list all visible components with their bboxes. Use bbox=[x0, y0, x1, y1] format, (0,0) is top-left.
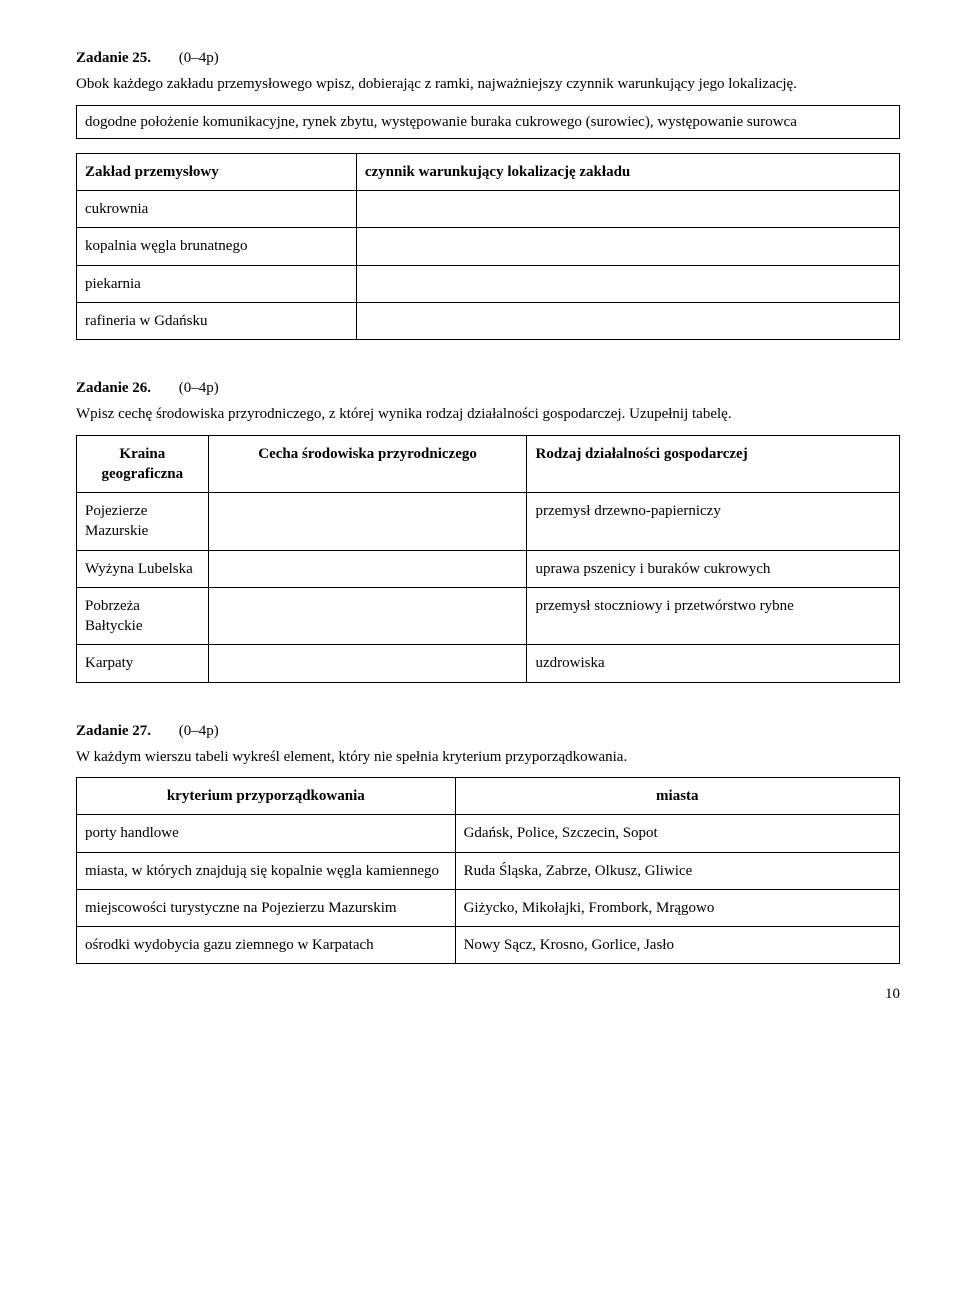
task26-col1-header: Kraina geograficzna bbox=[77, 435, 209, 493]
task27-points: (0–4p) bbox=[179, 723, 219, 739]
task26-col2-header: Cecha środowiska przyrodniczego bbox=[208, 435, 527, 493]
task27-criterion: miejscowości turystyczne na Pojezierzu M… bbox=[77, 889, 456, 926]
task27-criterion: miasta, w których znajdują się kopalnie … bbox=[77, 852, 456, 889]
task27-col1-header: kryterium przyporządkowania bbox=[77, 778, 456, 815]
task26-feature-cell[interactable] bbox=[208, 587, 527, 645]
table-row: Karpaty uzdrowiska bbox=[77, 645, 900, 682]
task26-number: Zadanie 26. bbox=[76, 380, 151, 396]
table-row: miasta, w których znajdują się kopalnie … bbox=[77, 852, 900, 889]
task25-row-answer[interactable] bbox=[356, 265, 899, 302]
table-header-row: Zakład przemysłowy czynnik warunkujący l… bbox=[77, 153, 900, 190]
task25-col1-header: Zakład przemysłowy bbox=[77, 153, 357, 190]
task26-region: Pobrzeża Bałtyckie bbox=[77, 587, 209, 645]
task25-row-label: rafineria w Gdańsku bbox=[77, 302, 357, 339]
task25-row-answer[interactable] bbox=[356, 191, 899, 228]
task27-number: Zadanie 27. bbox=[76, 723, 151, 739]
table-row: Pojezierze Mazurskie przemysł drzewno-pa… bbox=[77, 493, 900, 551]
task26-region: Karpaty bbox=[77, 645, 209, 682]
table-header-row: kryterium przyporządkowania miasta bbox=[77, 778, 900, 815]
task26-table: Kraina geograficzna Cecha środowiska prz… bbox=[76, 435, 900, 683]
task25-heading: Zadanie 25. (0–4p) bbox=[76, 48, 900, 68]
task26-activity: uzdrowiska bbox=[527, 645, 900, 682]
task25-intro: Obok każdego zakładu przemysłowego wpisz… bbox=[76, 74, 900, 94]
page-number: 10 bbox=[76, 984, 900, 1004]
task25-table: Zakład przemysłowy czynnik warunkujący l… bbox=[76, 153, 900, 340]
task25-number: Zadanie 25. bbox=[76, 50, 151, 66]
table-row: porty handlowe Gdańsk, Police, Szczecin,… bbox=[77, 815, 900, 852]
task26-points: (0–4p) bbox=[179, 380, 219, 396]
task26-feature-cell[interactable] bbox=[208, 550, 527, 587]
task27-table: kryterium przyporządkowania miasta porty… bbox=[76, 777, 900, 964]
table-row: Pobrzeża Bałtyckie przemysł stoczniowy i… bbox=[77, 587, 900, 645]
task27-criterion: ośrodki wydobycia gazu ziemnego w Karpat… bbox=[77, 927, 456, 964]
table-row: rafineria w Gdańsku bbox=[77, 302, 900, 339]
task26-region: Pojezierze Mazurskie bbox=[77, 493, 209, 551]
task27-cities: Gdańsk, Police, Szczecin, Sopot bbox=[455, 815, 899, 852]
task27-col2-header: miasta bbox=[455, 778, 899, 815]
task25-points: (0–4p) bbox=[179, 50, 219, 66]
task27-criterion: porty handlowe bbox=[77, 815, 456, 852]
task27-cities: Ruda Śląska, Zabrze, Olkusz, Gliwice bbox=[455, 852, 899, 889]
task27-cities: Giżycko, Mikołajki, Frombork, Mrągowo bbox=[455, 889, 899, 926]
table-header-row: Kraina geograficzna Cecha środowiska prz… bbox=[77, 435, 900, 493]
task27-cities: Nowy Sącz, Krosno, Gorlice, Jasło bbox=[455, 927, 899, 964]
task26-activity: uprawa pszenicy i buraków cukrowych bbox=[527, 550, 900, 587]
task26-col3-header: Rodzaj działalności gospodarczej bbox=[527, 435, 900, 493]
task26-heading: Zadanie 26. (0–4p) bbox=[76, 378, 900, 398]
task26-region: Wyżyna Lubelska bbox=[77, 550, 209, 587]
table-row: kopalnia węgla brunatnego bbox=[77, 228, 900, 265]
task27-intro: W każdym wierszu tabeli wykreśl element,… bbox=[76, 747, 900, 767]
table-row: piekarnia bbox=[77, 265, 900, 302]
table-row: cukrownia bbox=[77, 191, 900, 228]
task27-heading: Zadanie 27. (0–4p) bbox=[76, 721, 900, 741]
task25-options-box: dogodne położenie komunikacyjne, rynek z… bbox=[76, 105, 900, 139]
task25-col2-header: czynnik warunkujący lokalizację zakładu bbox=[356, 153, 899, 190]
table-row: Wyżyna Lubelska uprawa pszenicy i burakó… bbox=[77, 550, 900, 587]
task25-row-label: piekarnia bbox=[77, 265, 357, 302]
task25-row-answer[interactable] bbox=[356, 228, 899, 265]
task26-intro: Wpisz cechę środowiska przyrodniczego, z… bbox=[76, 404, 900, 424]
table-row: ośrodki wydobycia gazu ziemnego w Karpat… bbox=[77, 927, 900, 964]
task26-feature-cell[interactable] bbox=[208, 493, 527, 551]
task25-row-label: cukrownia bbox=[77, 191, 357, 228]
task26-feature-cell[interactable] bbox=[208, 645, 527, 682]
task26-activity: przemysł drzewno-papierniczy bbox=[527, 493, 900, 551]
task26-activity: przemysł stoczniowy i przetwórstwo rybne bbox=[527, 587, 900, 645]
task25-row-answer[interactable] bbox=[356, 302, 899, 339]
task25-row-label: kopalnia węgla brunatnego bbox=[77, 228, 357, 265]
table-row: miejscowości turystyczne na Pojezierzu M… bbox=[77, 889, 900, 926]
